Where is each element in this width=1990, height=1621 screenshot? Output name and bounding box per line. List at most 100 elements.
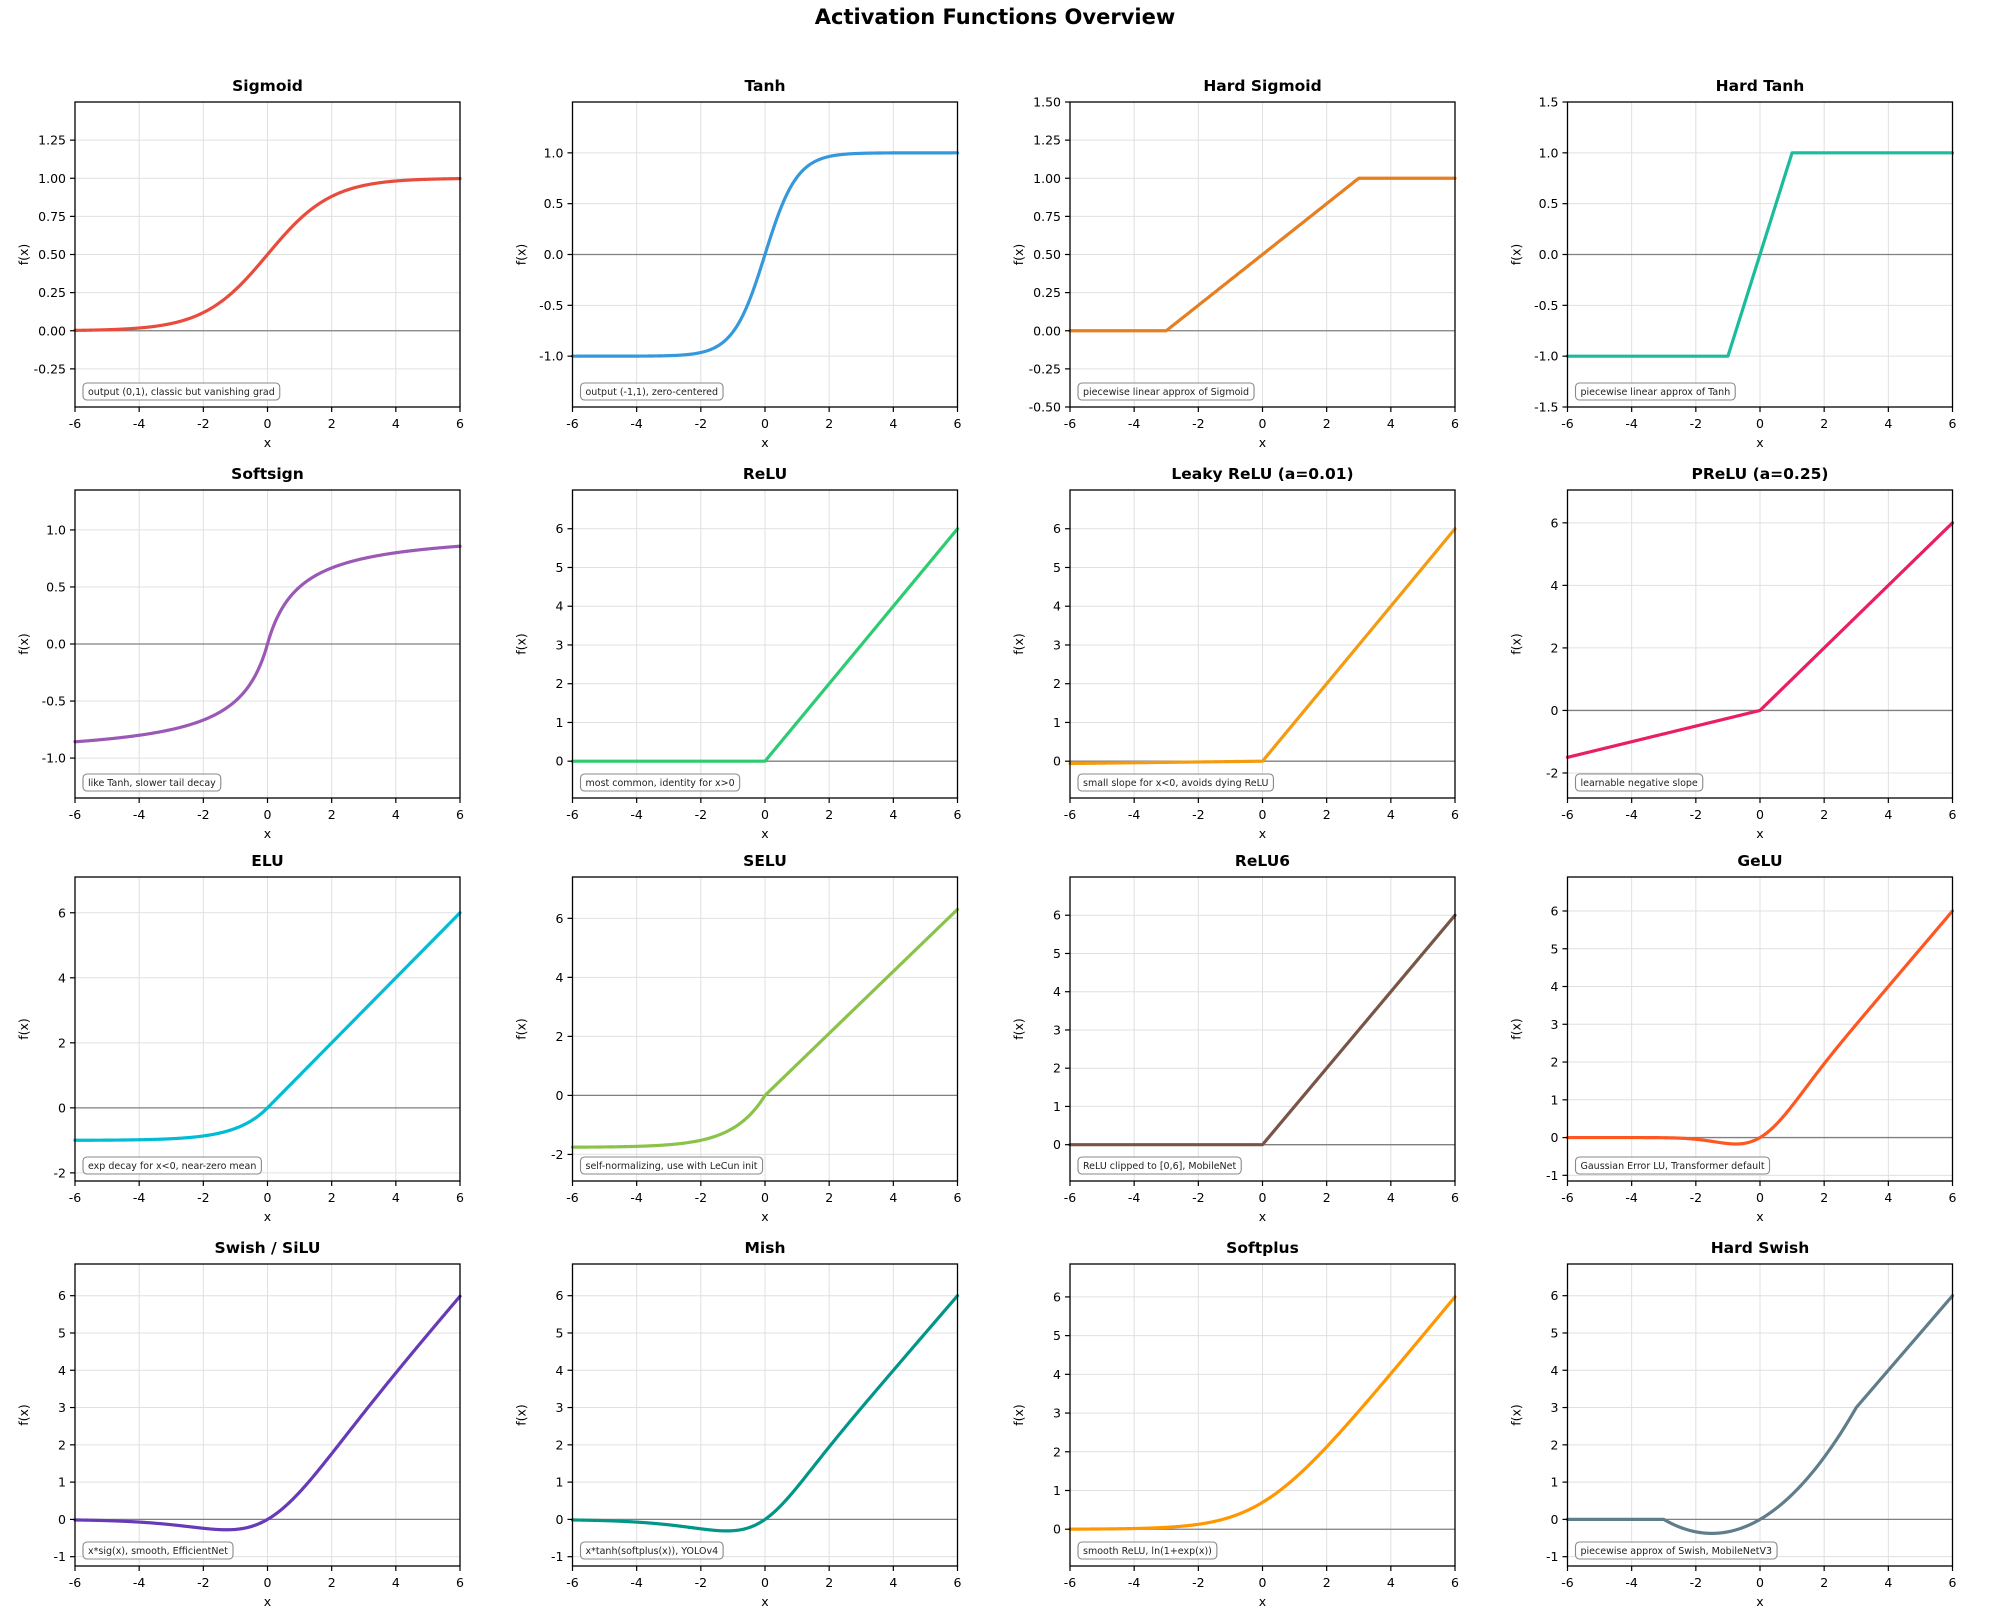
y-tick-label: 0.5 [544, 196, 564, 211]
tick-marks [70, 912, 461, 1186]
x-tick-label: 6 [1949, 807, 1957, 822]
y-tick-label: 0 [58, 1512, 66, 1527]
curve-prelu [1565, 521, 1955, 759]
subplot-tanh: -6 -4 -2 0 2 4 6 -1.0 -0.5 0.0 0.5 1.0 Tanh x f(x) outp… [514, 77, 962, 450]
y-tick-label: 1.0 [1539, 145, 1559, 160]
x-tick-label: -6 [1064, 807, 1077, 822]
subplot-hard_tanh: -6 -4 -2 0 2 4 6 -1.5 -1.0 -0.5 0.0 0.5 1.0 1.5 Hard T… [1509, 77, 1957, 450]
tick-labels: -6 -4 -2 0 2 4 6 0 1 2 3 4 5 6 [1053, 1289, 1459, 1590]
curve-elu [73, 911, 462, 1142]
curve-leaky_relu [1068, 527, 1457, 766]
x-axis-label: x [1756, 435, 1763, 450]
annotation-text: piecewise linear approx of Tanh [1581, 387, 1731, 398]
y-tick-label: 0.00 [1033, 323, 1061, 338]
y-tick-label: 2 [1053, 1061, 1061, 1076]
x-axis-label: x [264, 1594, 271, 1609]
curve-swish [73, 1294, 462, 1532]
x-tick-label: -6 [566, 807, 579, 822]
tick-marks [567, 528, 959, 803]
subplot-hard_sigmoid: -6 -4 -2 0 2 4 6 -0.50 -0.25 0.00 0.25 0.50 0.75 1.00… [1011, 77, 1459, 450]
x-tick-label: 0 [1259, 1190, 1267, 1205]
y-tick-label: 1.0 [46, 522, 66, 537]
annotation-text: learnable negative slope [1581, 778, 1698, 789]
annotation-box [82, 1541, 234, 1560]
y-axis-label: f(x) [514, 1018, 529, 1040]
x-tick-label: -4 [133, 1190, 146, 1205]
y-axis-label: f(x) [1011, 244, 1026, 266]
x-tick-label: 6 [1949, 1575, 1957, 1590]
tick-labels: -6 -4 -2 0 2 4 6 -2 0 2 4 6 [54, 905, 464, 1205]
annotation-box [1077, 382, 1255, 401]
y-tick-label: 5 [556, 560, 564, 575]
y-tick-label: 3 [1053, 637, 1061, 652]
annotation: ReLU clipped to [0,6], MobileNet [1077, 1156, 1242, 1175]
tick-labels: -6 -4 -2 0 2 4 6 -1.5 -1.0 -0.5 0.0 0.5 1.0 1.5 [1534, 95, 1956, 432]
y-tick-label: 5 [1053, 1328, 1061, 1343]
x-tick-label: -4 [1625, 1575, 1638, 1590]
annotation-box [1574, 382, 1736, 401]
y-tick-label: 0 [556, 1088, 564, 1103]
y-tick-label: 0 [1053, 754, 1061, 769]
annotation-text: piecewise approx of Swish, MobileNetV3 [1581, 1546, 1773, 1557]
y-tick-label: -1 [1546, 1168, 1558, 1183]
y-tick-label: 1.50 [1033, 95, 1061, 110]
curve-relu [570, 527, 960, 763]
x-tick-label: 4 [1884, 807, 1892, 822]
x-tick-label: 6 [1949, 1190, 1957, 1205]
y-tick-label: -2 [551, 1147, 563, 1162]
annotation-text: x*sig(x), smooth, EfficientNet [88, 1546, 228, 1557]
x-tick-label: -6 [69, 1190, 82, 1205]
x-tick-label: -4 [630, 416, 643, 431]
x-tick-label: 2 [328, 1190, 336, 1205]
subplot-title: GeLU [1737, 852, 1782, 870]
annotation-text: ReLU clipped to [0,6], MobileNet [1083, 1161, 1236, 1172]
y-tick-label: 6 [1551, 515, 1559, 530]
curve-mish [570, 1294, 960, 1533]
y-tick-label: 0.25 [38, 285, 66, 300]
x-tick-label: 0 [1259, 416, 1267, 431]
annotation: exp decay for x<0, near-zero mean [82, 1156, 262, 1175]
y-tick-label: 0.5 [1539, 196, 1559, 211]
y-tick-label: 1 [1551, 1092, 1559, 1107]
x-tick-label: 0 [1259, 1575, 1267, 1590]
y-tick-label: 4 [58, 970, 66, 985]
annotation-box [1574, 1156, 1771, 1175]
y-tick-label: -1 [551, 1549, 563, 1564]
x-tick-label: 2 [1323, 1575, 1331, 1590]
x-tick-label: 2 [328, 807, 336, 822]
x-tick-label: 0 [761, 807, 769, 822]
x-tick-label: -2 [1192, 1190, 1204, 1205]
x-tick-label: 2 [825, 1190, 833, 1205]
y-tick-label: 0.0 [46, 637, 66, 652]
subplot-title: ELU [251, 852, 284, 870]
annotation: piecewise linear approx of Tanh [1574, 382, 1736, 401]
curve-sigmoid [73, 177, 462, 332]
x-axis-label: x [1756, 1594, 1763, 1609]
y-tick-label: 0 [1053, 1522, 1061, 1537]
x-tick-label: -6 [1561, 1575, 1574, 1590]
subplot-hard_swish: -6 -4 -2 0 2 4 6 -1 0 1 2 3 4 5 6 Hard Swish x f(x) piecew… [1509, 1239, 1957, 1609]
y-tick-label: 0.50 [1033, 247, 1061, 262]
y-tick-label: 3 [1551, 1017, 1559, 1032]
annotation: piecewise approx of Swish, MobileNetV3 [1574, 1541, 1778, 1560]
y-tick-label: 0 [58, 1100, 66, 1115]
x-tick-label: 2 [1820, 807, 1828, 822]
tick-marks [70, 529, 461, 803]
x-tick-label: 6 [1451, 1575, 1459, 1590]
y-axis-label: f(x) [16, 244, 31, 266]
x-tick-label: -2 [695, 1575, 707, 1590]
y-tick-label: -0.25 [1029, 361, 1061, 376]
x-axis-label: x [1756, 1209, 1763, 1224]
x-tick-label: -4 [630, 1575, 643, 1590]
y-axis-label: f(x) [16, 1404, 31, 1426]
x-tick-label: 6 [456, 1190, 464, 1205]
y-tick-label: 0 [556, 754, 564, 769]
x-axis-label: x [1259, 1594, 1266, 1609]
x-tick-label: -6 [566, 1190, 579, 1205]
y-tick-label: 1 [556, 715, 564, 730]
annotation-text: most common, identity for x>0 [586, 778, 735, 789]
x-tick-label: 0 [1259, 807, 1267, 822]
x-tick-label: 2 [1323, 807, 1331, 822]
y-tick-label: -2 [54, 1165, 66, 1180]
y-tick-label: -1.0 [539, 349, 563, 364]
